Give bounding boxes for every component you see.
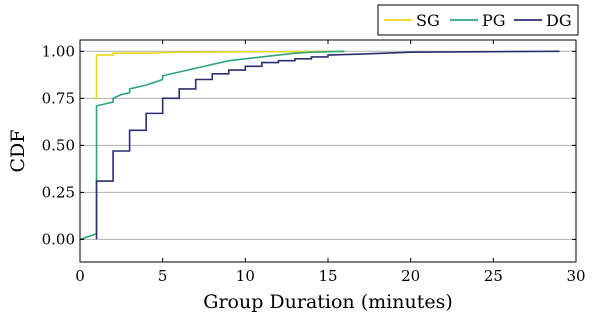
- axis-ticks: 0.00 0.25 0.50 0.75 1.00 0 5 10 15 20 25 30: [42, 40, 586, 285]
- legend-label-pg: PG: [482, 11, 506, 30]
- x-tick-label: 10: [236, 267, 255, 285]
- x-tick-label: 20: [401, 267, 420, 285]
- x-tick-label: 25: [484, 267, 503, 285]
- series-line-sg: [94, 50, 345, 100]
- series-line-pg: [79, 50, 345, 241]
- legend-label-dg: DG: [546, 11, 572, 30]
- x-axis-label: Group Duration (minutes): [203, 291, 452, 313]
- y-tick-label: 0.25: [42, 183, 75, 201]
- x-tick-label: 15: [318, 267, 337, 285]
- x-tick-label: 30: [566, 267, 585, 285]
- series-line-dg: [95, 50, 560, 240]
- legend: SG PG DG: [377, 4, 579, 36]
- grid-lines: [80, 50, 576, 240]
- y-tick-label: 0.00: [42, 230, 75, 248]
- x-tick-label: 5: [158, 267, 168, 285]
- y-tick-label: 0.50: [42, 136, 75, 154]
- series-lines: [79, 50, 560, 241]
- legend-label-sg: SG: [416, 11, 440, 30]
- y-tick-label: 0.75: [42, 89, 75, 107]
- plot-frame: [79, 39, 577, 263]
- x-tick-label: 0: [75, 267, 85, 285]
- y-tick-label: 1.00: [42, 42, 75, 60]
- y-axis-label: CDF: [7, 130, 29, 173]
